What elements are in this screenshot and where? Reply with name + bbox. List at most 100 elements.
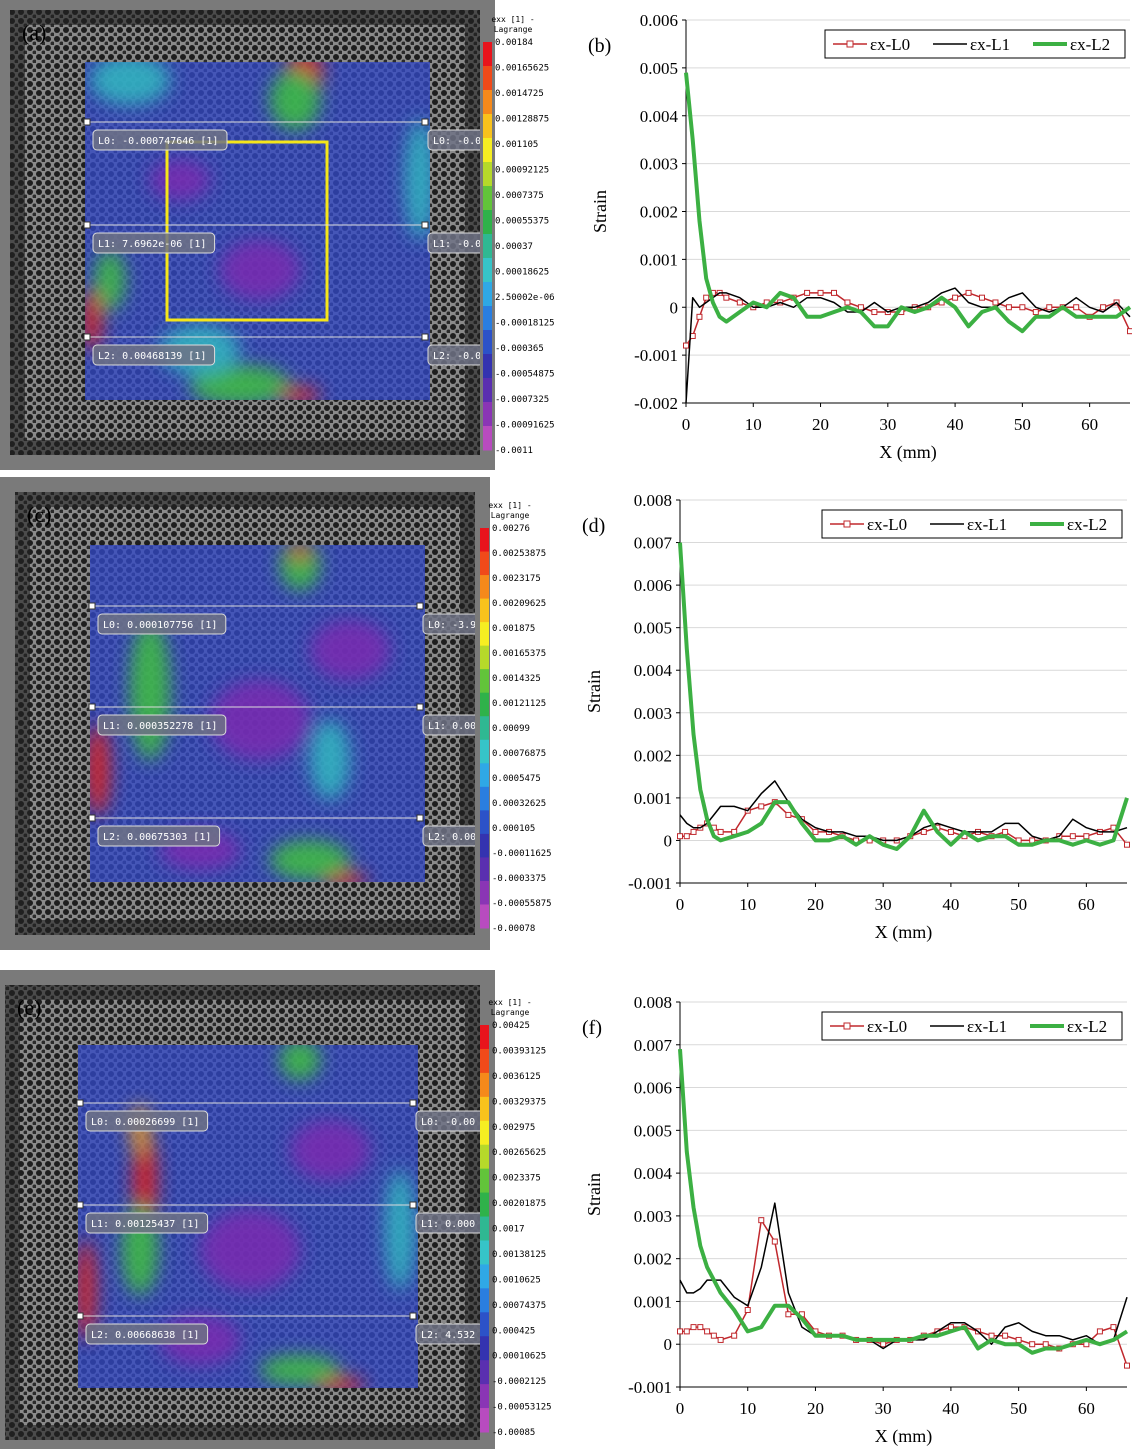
colorbar-label: 0.00184 <box>495 38 533 48</box>
label-box <box>422 825 475 847</box>
series-marker <box>1015 1336 1022 1343</box>
colorbar-label: 0.0014325 <box>492 674 541 684</box>
line-handle <box>88 814 96 822</box>
series-marker <box>965 289 972 296</box>
colorbar-segment <box>480 880 489 905</box>
series-marker <box>723 294 730 301</box>
line-label: L2: 0.00675303 [1] <box>103 832 211 843</box>
colorbar-title: exx [1] - <box>491 15 534 24</box>
colorbar-label: 0.00076875 <box>492 749 546 759</box>
y-tick-label: 0.007 <box>634 534 673 553</box>
series-marker <box>710 1332 717 1339</box>
series-marker <box>736 299 743 306</box>
y-tick-label: 0.006 <box>634 1079 672 1098</box>
line-label: L1: 0.00125437 [1] <box>91 1219 199 1230</box>
colorbar-segment <box>483 186 492 211</box>
x-axis-label: X (mm) <box>875 1426 933 1447</box>
colorbar-segment <box>480 692 489 717</box>
x-tick-label: 10 <box>745 415 762 434</box>
strain-blob <box>290 1120 370 1180</box>
strain-blob <box>310 620 390 680</box>
y-tick-label: 0.006 <box>640 11 678 30</box>
colorbar-label: -0.00091625 <box>495 421 555 431</box>
colorbar-segment <box>483 66 492 91</box>
colorbar-segment <box>480 786 489 811</box>
y-tick-label: 0 <box>664 831 673 850</box>
colorbar-label: 0.00092125 <box>495 166 549 176</box>
colorbar-label: 0.00010625 <box>492 1352 546 1362</box>
series-marker <box>857 304 864 311</box>
colorbar-label: 0.0005475 <box>492 774 541 784</box>
strain-blob <box>90 725 110 815</box>
series-marker <box>1124 1362 1130 1369</box>
line-handle <box>76 1312 84 1320</box>
line-label: L1: 0.000352278 [1] <box>103 721 217 732</box>
colorbar-label: 0.00018625 <box>495 268 549 278</box>
colorbar-segment <box>480 1312 489 1337</box>
y-tick-label: 0.001 <box>634 1292 672 1311</box>
strain-blob <box>280 1045 320 1080</box>
y-tick-label: -0.001 <box>628 1378 672 1397</box>
colorbar-label: 0.0014725 <box>495 89 544 99</box>
label-box <box>92 232 216 254</box>
line-label: L0: -0.00 <box>421 1117 475 1128</box>
legend-marker <box>843 520 851 528</box>
line-handle <box>83 118 91 126</box>
series-line <box>678 542 1129 851</box>
series-marker <box>731 1332 738 1339</box>
y-tick-label: 0.004 <box>640 107 679 126</box>
series-marker <box>1046 304 1053 311</box>
colorbar-segment <box>480 1240 489 1265</box>
colorbar-label: -0.000365 <box>495 344 544 354</box>
colorbar-label: 0.000425 <box>492 1326 535 1336</box>
x-tick-label: 30 <box>879 415 896 434</box>
x-tick-label: 60 <box>1078 895 1095 914</box>
colorbar-segment <box>480 1216 489 1241</box>
y-tick-label: 0 <box>670 298 679 317</box>
series-marker <box>771 1238 778 1245</box>
x-axis-label: X (mm) <box>875 922 933 943</box>
line-group: L0: 0.000107756 [1] L0: -3.94 L1: 0.000352… <box>88 602 475 847</box>
series-marker <box>683 1328 690 1335</box>
colorbar-segment <box>483 378 492 403</box>
legend-box <box>824 29 1126 59</box>
colorbar-segment <box>483 138 492 163</box>
x-tick-label: 30 <box>875 1399 892 1418</box>
colorbar-label: 0.000105 <box>492 824 535 834</box>
line-label: L1: 7.6962e-06 [1] <box>98 239 206 250</box>
colorbar-label: 0.001105 <box>495 140 538 150</box>
colorbar-segment <box>480 763 489 788</box>
x-tick-label: 0 <box>676 1399 685 1418</box>
y-tick-label: 0.005 <box>634 619 672 638</box>
strain-blob <box>150 160 210 200</box>
series-marker <box>1032 309 1039 316</box>
y-tick-label: 0.002 <box>640 203 678 222</box>
legend-label: εx-L1 <box>967 1017 1007 1036</box>
y-axis-label: Strain <box>590 190 610 233</box>
colorbar-label: 0.0007375 <box>495 191 544 201</box>
y-tick-label: 0.001 <box>634 789 672 808</box>
series-marker <box>1127 328 1132 335</box>
series-marker <box>1096 1328 1103 1335</box>
colorbar-label: 0.00253875 <box>492 549 546 559</box>
line-handle <box>416 703 424 711</box>
colorbar-title: Lagrange <box>491 511 530 520</box>
label-box <box>97 825 221 847</box>
y-tick-label: 0.008 <box>634 491 672 510</box>
colorbar-segment <box>480 1096 489 1122</box>
x-tick-label: 50 <box>1014 415 1031 434</box>
strain-blob <box>220 240 300 300</box>
colorbar-label: 0.00037 <box>495 242 533 252</box>
strain-blob <box>270 70 320 130</box>
colorbar-label: 0.00074375 <box>492 1301 546 1311</box>
series-marker <box>880 1341 887 1348</box>
colorbar-label: -0.00011625 <box>492 849 552 859</box>
y-tick-label: 0.005 <box>634 1121 672 1140</box>
series-marker <box>988 1332 995 1339</box>
x-tick-label: 40 <box>942 895 959 914</box>
y-tick-label: 0.004 <box>634 1164 673 1183</box>
legend-marker <box>846 40 854 48</box>
y-tick-label: 0.008 <box>634 993 672 1012</box>
x-tick-label: 30 <box>875 895 892 914</box>
y-tick-label: 0.001 <box>640 250 678 269</box>
